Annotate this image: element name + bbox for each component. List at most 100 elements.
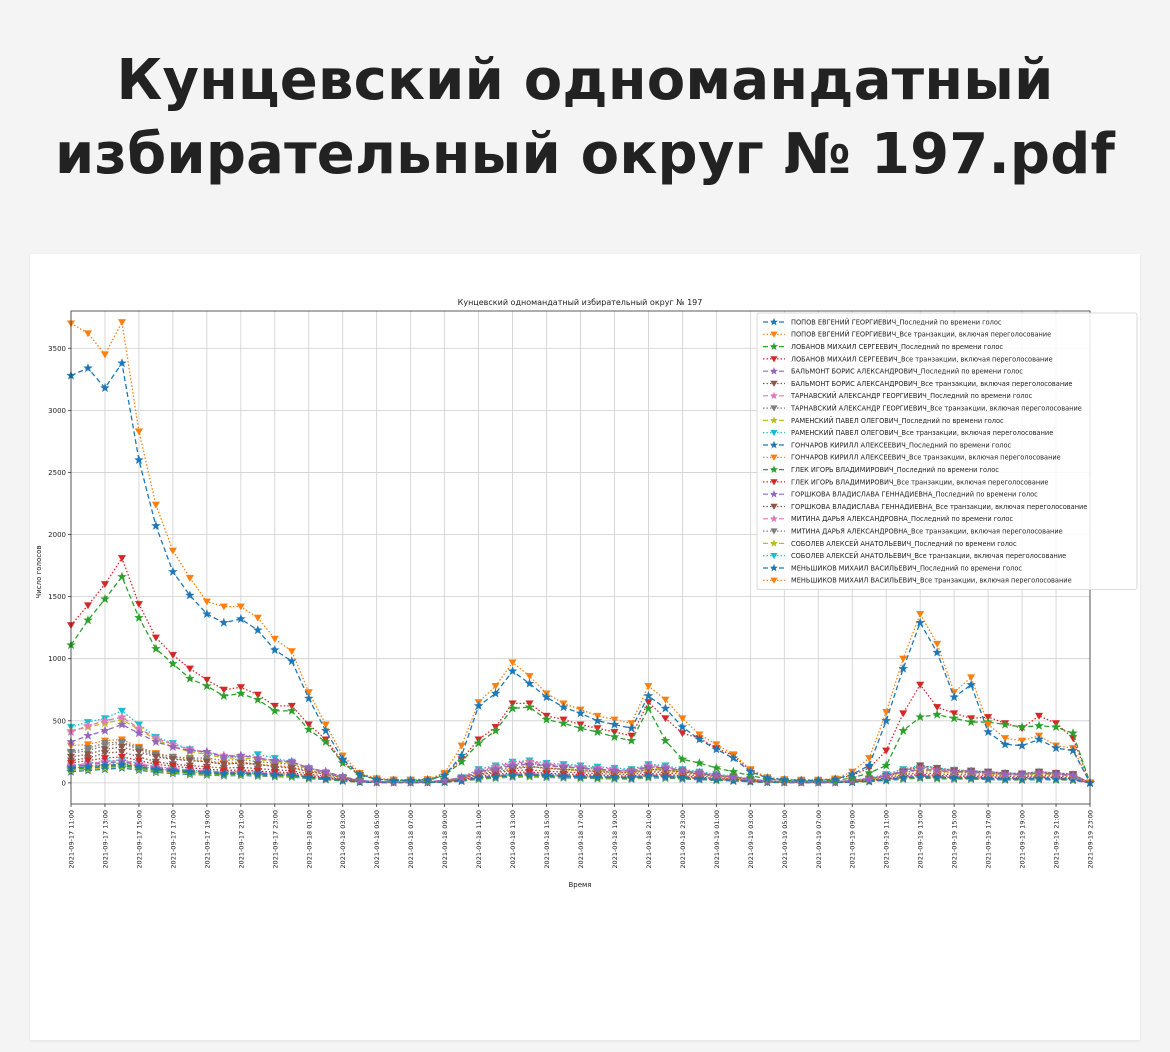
data-point [592, 764, 603, 774]
legend-marker [770, 490, 778, 498]
data-point [202, 746, 212, 756]
data-point [320, 736, 331, 746]
legend-marker [770, 405, 778, 412]
data-point [575, 723, 586, 733]
data-point [677, 772, 688, 782]
data-point [592, 715, 603, 725]
data-point [287, 770, 297, 780]
data-point [168, 566, 178, 576]
data-point [202, 681, 212, 691]
data-point [1017, 721, 1027, 732]
x-tick-label: 2021-09-18 21:00 [645, 810, 653, 869]
data-point [728, 766, 739, 776]
data-point [168, 651, 177, 659]
axis-layer: 0 500 1000 1500 2000 2500 3000 3500 2021-09-17 1… [48, 345, 1094, 869]
page-title: Кунцевский одномандатный избирательный о… [0, 44, 1170, 192]
legend-item: СОБОЛЕВ АЛЕКСЕЙ АНАТОЛЬЕВИЧ_Все транзакц… [763, 551, 1066, 560]
data-point [916, 681, 925, 689]
data-point [354, 775, 365, 785]
data-point [202, 755, 211, 762]
data-point [354, 769, 365, 779]
data-point [678, 715, 687, 723]
data-point [117, 707, 127, 715]
data-point [592, 772, 603, 782]
data-point [303, 772, 314, 782]
data-point [151, 753, 160, 761]
data-point [117, 743, 127, 751]
data-point [117, 753, 127, 761]
data-point [609, 731, 620, 742]
data-point [185, 673, 195, 683]
data-point [202, 676, 211, 684]
data-point [168, 658, 178, 668]
data-point [337, 771, 348, 781]
data-point [1017, 740, 1027, 750]
data-point [287, 656, 297, 666]
x-tick-label: 2021-09-17 13:00 [101, 810, 109, 869]
x-tick-label: 2021-09-17 21:00 [237, 810, 245, 869]
data-point [626, 766, 637, 776]
data-point [151, 764, 161, 774]
data-point [847, 772, 858, 782]
data-point [270, 763, 279, 771]
page-title-line-2: избирательный округ № 197.pdf [54, 122, 1116, 187]
chart-figure: 0 500 1000 1500 2000 2500 3000 3500 2021-09-17 1… [30, 254, 1140, 1040]
data-point [1034, 712, 1044, 720]
data-point [117, 759, 127, 769]
data-point [456, 756, 467, 766]
x-axis-label: Время [568, 881, 591, 889]
x-tick-label: 2021-09-18 03:00 [339, 810, 347, 869]
data-point [117, 358, 127, 368]
data-point [916, 611, 925, 618]
x-tick-label: 2021-09-19 07:00 [815, 810, 823, 869]
data-point [270, 705, 280, 715]
data-point [236, 750, 246, 760]
data-point [117, 738, 127, 746]
data-point [236, 684, 245, 692]
legend-label: ГОНЧАРОВ КИРИЛЛ АЛЕКСЕЕВИЧ_Последний по … [791, 441, 1012, 449]
data-point [457, 742, 466, 750]
data-point [490, 764, 501, 774]
data-point [236, 603, 245, 611]
data-point [83, 730, 93, 740]
data-point [270, 644, 280, 655]
legend-marker [770, 454, 778, 461]
data-point [643, 771, 654, 781]
data-point [541, 692, 552, 702]
legend-item: ТАРНАВСКИЙ АЛЕКСАНДР ГЕОРГИЕВИЧ_Все тран… [763, 404, 1082, 413]
data-point [405, 775, 416, 785]
data-point [185, 665, 194, 673]
data-point [100, 755, 110, 762]
data-point [898, 663, 908, 673]
x-tick-label: 2021-09-18 13:00 [509, 810, 517, 869]
legend-marker [770, 514, 778, 523]
data-point [151, 736, 161, 746]
data-point [932, 772, 942, 782]
legend-label: БАЛЬМОНТ БОРИС АЛЕКСАНДРОВИЧ_Последний п… [791, 368, 1023, 376]
data-point [219, 761, 228, 769]
data-point [643, 761, 654, 771]
data-point [915, 712, 925, 722]
data-point [661, 715, 670, 723]
data-point [966, 717, 976, 727]
x-tick-label: 2021-09-18 07:00 [407, 810, 415, 869]
data-point [253, 761, 262, 769]
data-point [541, 714, 552, 724]
y-tick-label: 3000 [48, 407, 66, 415]
data-point [168, 765, 178, 775]
data-point [881, 760, 891, 770]
data-point [1034, 767, 1044, 778]
y-tick-label: 2500 [48, 469, 66, 477]
data-point [507, 703, 518, 713]
series-layer [66, 319, 1095, 787]
data-point [168, 741, 178, 751]
data-point [541, 770, 552, 780]
data-point [151, 634, 160, 642]
x-tick-label: 2021-09-19 15:00 [951, 810, 959, 869]
data-point [117, 712, 127, 722]
legend-marker [770, 465, 778, 473]
x-tick-label: 2021-09-18 09:00 [441, 810, 449, 869]
legend-marker [770, 356, 778, 363]
data-point [168, 547, 177, 555]
data-point [932, 765, 942, 775]
